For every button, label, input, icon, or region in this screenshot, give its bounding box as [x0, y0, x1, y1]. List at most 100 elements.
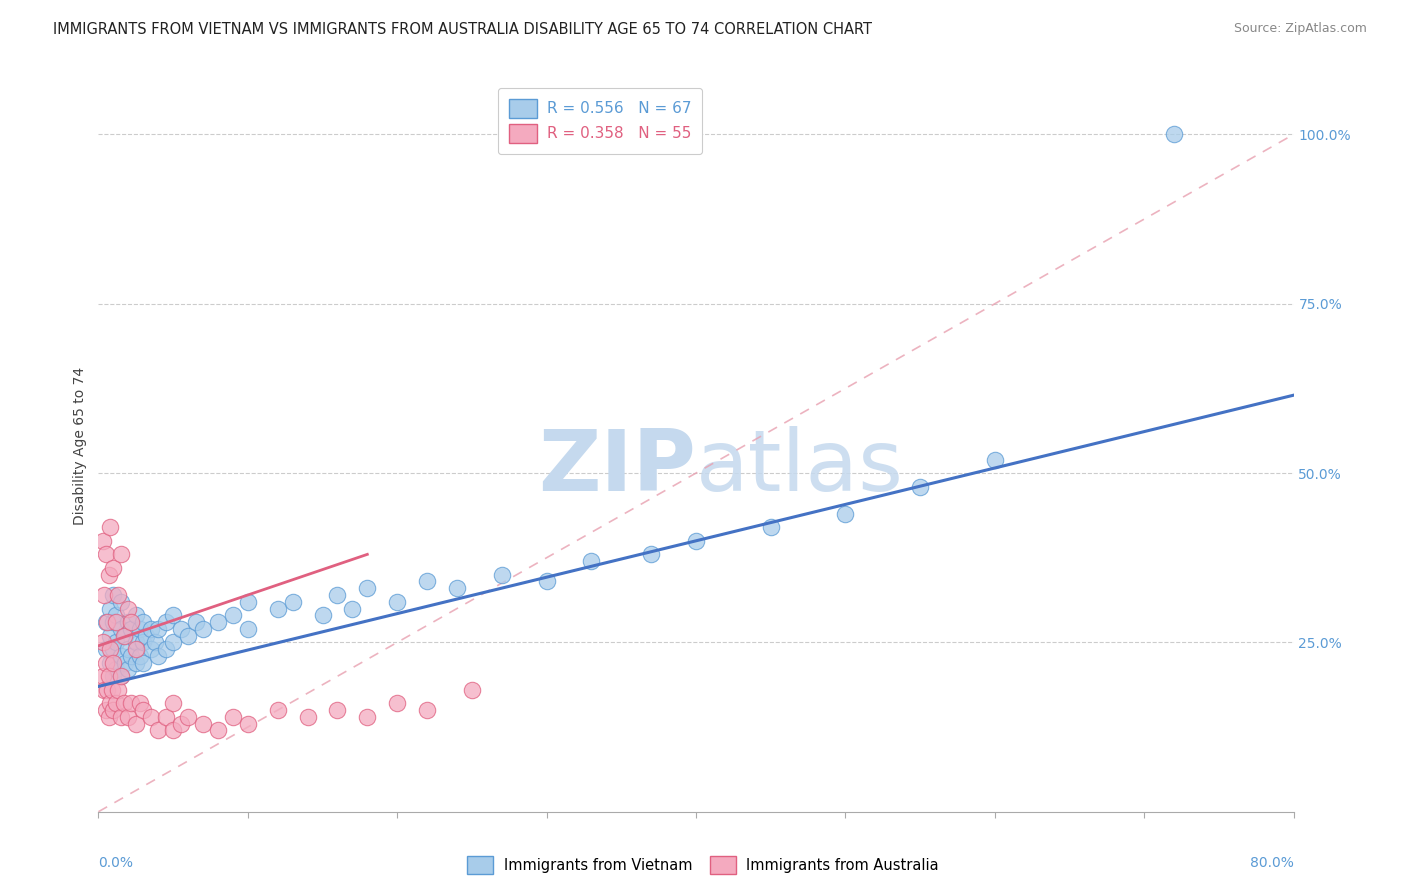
Text: 80.0%: 80.0% [1250, 855, 1294, 870]
Point [416, 574, 439, 589]
Point [96, 682, 118, 697]
Point [326, 588, 349, 602]
Point [162, 608, 184, 623]
Point [120, 697, 142, 711]
Text: ZIP: ZIP [538, 426, 696, 509]
Point [117, 642, 139, 657]
Point [117, 710, 139, 724]
Point [96, 615, 118, 629]
Point [98, 656, 122, 670]
Point [112, 629, 135, 643]
Point [103, 588, 125, 602]
Point [98, 629, 122, 643]
Legend: R = 0.556   N = 67, R = 0.358   N = 55: R = 0.556 N = 67, R = 0.358 N = 55 [498, 88, 703, 154]
Point [129, 697, 152, 711]
Point [148, 622, 170, 636]
Point [207, 723, 229, 738]
Legend: Immigrants from Vietnam, Immigrants from Australia: Immigrants from Vietnam, Immigrants from… [461, 850, 945, 880]
Point [311, 608, 333, 623]
Point [132, 635, 155, 649]
Point [207, 615, 229, 629]
Point [103, 669, 125, 683]
Point [385, 595, 409, 609]
Point [446, 581, 468, 595]
Point [267, 601, 290, 615]
Point [139, 642, 162, 657]
Point [98, 697, 122, 711]
Point [132, 615, 155, 629]
Point [114, 656, 136, 670]
Point [129, 622, 152, 636]
Point [91, 669, 114, 683]
Point [640, 547, 662, 561]
Point [98, 601, 122, 615]
Point [759, 520, 782, 534]
Point [132, 703, 155, 717]
Point [169, 716, 191, 731]
Point [222, 710, 245, 724]
Point [281, 595, 304, 609]
Point [110, 710, 132, 724]
Point [107, 588, 129, 602]
Point [297, 710, 319, 724]
Point [103, 642, 125, 657]
Point [356, 581, 378, 595]
Point [112, 697, 135, 711]
Point [222, 608, 245, 623]
Point [110, 595, 132, 609]
Point [105, 663, 128, 677]
Point [125, 635, 148, 649]
Point [416, 703, 439, 717]
Point [326, 703, 349, 717]
Point [132, 656, 155, 670]
Point [101, 682, 124, 697]
Text: 0.0%: 0.0% [98, 855, 134, 870]
Point [162, 635, 184, 649]
Point [117, 615, 139, 629]
Point [162, 697, 184, 711]
Point [461, 682, 484, 697]
Point [236, 622, 259, 636]
Point [93, 588, 115, 602]
Point [120, 622, 142, 636]
Point [91, 533, 114, 548]
Point [117, 601, 139, 615]
Point [177, 629, 200, 643]
Point [236, 595, 259, 609]
Point [536, 574, 558, 589]
Point [1163, 128, 1185, 142]
Point [148, 723, 170, 738]
Point [94, 547, 117, 561]
Point [139, 622, 162, 636]
Point [177, 710, 200, 724]
Point [491, 567, 513, 582]
Point [94, 656, 117, 670]
Point [105, 608, 128, 623]
Point [169, 622, 191, 636]
Point [120, 615, 142, 629]
Point [110, 669, 132, 683]
Point [139, 710, 162, 724]
Point [184, 615, 207, 629]
Point [236, 716, 259, 731]
Point [94, 615, 117, 629]
Point [685, 533, 707, 548]
Point [103, 561, 125, 575]
Point [98, 642, 122, 657]
Point [385, 697, 409, 711]
Point [129, 648, 152, 663]
Point [191, 622, 214, 636]
Point [984, 452, 1007, 467]
Point [94, 642, 117, 657]
Y-axis label: Disability Age 65 to 74: Disability Age 65 to 74 [73, 367, 87, 525]
Point [581, 554, 603, 568]
Point [125, 642, 148, 657]
Point [191, 716, 214, 731]
Point [125, 656, 148, 670]
Point [93, 682, 115, 697]
Point [120, 648, 142, 663]
Point [125, 608, 148, 623]
Point [105, 697, 128, 711]
Point [342, 601, 364, 615]
Point [125, 716, 148, 731]
